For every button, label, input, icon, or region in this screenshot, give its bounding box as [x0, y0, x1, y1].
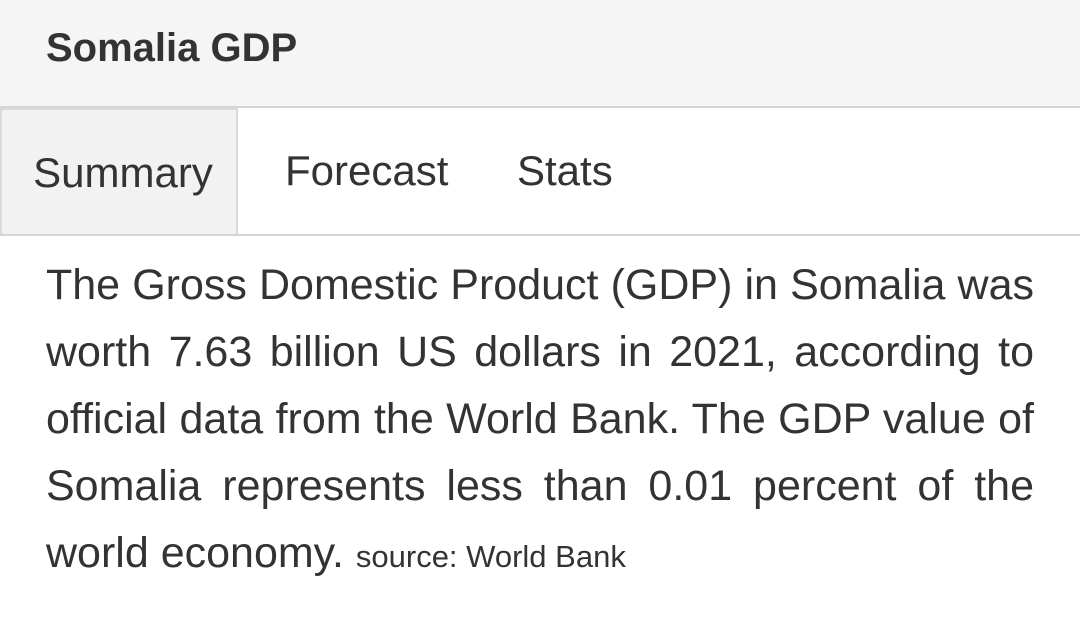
source-link[interactable]: source: World Bank [355, 539, 626, 574]
tab-forecast[interactable]: Forecast [285, 147, 449, 194]
summary-text: The Gross Domestic Product (GDP) in Soma… [46, 261, 1034, 577]
summary-panel: The Gross Domestic Product (GDP) in Soma… [46, 252, 1034, 590]
page-header: Somalia GDP [0, 0, 1080, 108]
tab-summary[interactable]: Summary [0, 108, 238, 234]
tab-stats[interactable]: Stats [517, 147, 613, 194]
tab-bar: Summary Forecast Stats [0, 108, 1080, 236]
page-title: Somalia GDP [46, 26, 298, 70]
